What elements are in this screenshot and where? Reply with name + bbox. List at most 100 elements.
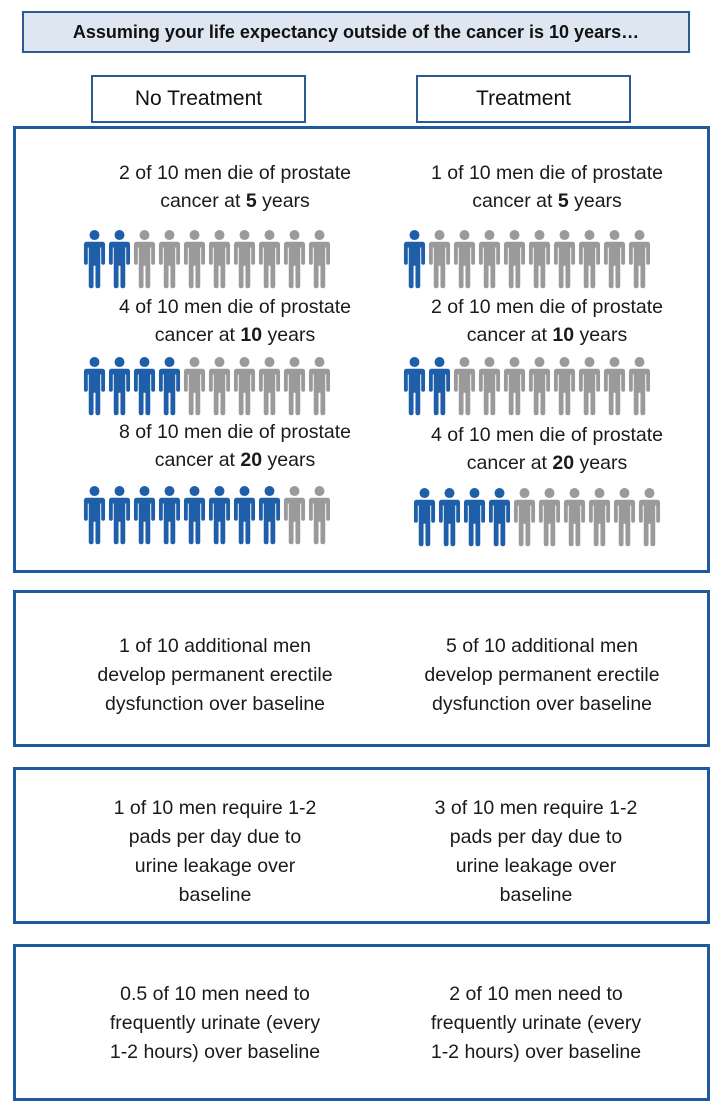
person-icon-died bbox=[488, 488, 511, 547]
caption-line: 2 of 10 men die of prostate bbox=[431, 296, 663, 318]
person-icon-died bbox=[403, 357, 426, 416]
person-icon-survived bbox=[233, 357, 256, 416]
person-icon-survived bbox=[503, 230, 526, 289]
caption-years: 10 bbox=[552, 324, 575, 346]
person-icon-survived bbox=[503, 357, 526, 416]
person-icon-survived bbox=[638, 488, 661, 547]
caption-suffix: years bbox=[262, 449, 316, 471]
person-icon-survived bbox=[208, 230, 231, 289]
caption-line: 4 of 10 men die of prostate bbox=[431, 424, 663, 446]
treatment-20yr-caption: 4 of 10 men die of prostate cancer at 20… bbox=[397, 421, 697, 477]
person-icon-survived bbox=[538, 488, 561, 547]
treatment-5yr-icons bbox=[403, 229, 651, 289]
caption-years: 20 bbox=[240, 449, 263, 471]
text-line: 1 of 10 men require 1-2 bbox=[113, 797, 317, 819]
caption-years: 5 bbox=[245, 190, 257, 212]
caption-suffix: years bbox=[568, 190, 622, 212]
text-line: pads per day due to bbox=[449, 826, 623, 848]
text-line: 3 of 10 men require 1-2 bbox=[434, 797, 638, 819]
text-line: baseline bbox=[178, 884, 252, 906]
person-icon-survived bbox=[308, 357, 331, 416]
person-icon-survived bbox=[628, 230, 651, 289]
person-icon-died bbox=[108, 357, 131, 416]
person-icon-survived bbox=[453, 357, 476, 416]
no-treatment-10yr-caption: 4 of 10 men die of prostate cancer at 10… bbox=[85, 293, 385, 349]
treatment-frequency-text: 2 of 10 men need to frequently urinate (… bbox=[386, 980, 686, 1067]
person-icon-survived bbox=[183, 230, 206, 289]
person-icon-survived bbox=[453, 230, 476, 289]
text-line: urine leakage over bbox=[134, 855, 296, 877]
person-icon-died bbox=[108, 486, 131, 545]
person-icon-died bbox=[183, 486, 206, 545]
person-icon-survived bbox=[528, 357, 551, 416]
caption-prefix: cancer at bbox=[472, 190, 558, 212]
caption-line: 8 of 10 men die of prostate bbox=[119, 421, 351, 443]
person-icon-survived bbox=[603, 230, 626, 289]
person-icon-survived bbox=[478, 230, 501, 289]
person-icon-survived bbox=[208, 357, 231, 416]
person-icon-survived bbox=[283, 357, 306, 416]
person-icon-survived bbox=[578, 230, 601, 289]
treatment-leakage-text: 3 of 10 men require 1-2 pads per day due… bbox=[386, 794, 686, 910]
no-treatment-frequency-text: 0.5 of 10 men need to frequently urinate… bbox=[65, 980, 365, 1067]
person-icon-died bbox=[83, 486, 106, 545]
text-line: 2 of 10 men need to bbox=[449, 983, 623, 1005]
text-line: dysfunction over baseline bbox=[104, 693, 326, 715]
text-line: 1-2 hours) over baseline bbox=[109, 1041, 321, 1063]
person-icon-survived bbox=[283, 486, 306, 545]
assumption-banner: Assuming your life expectancy outside of… bbox=[22, 11, 690, 53]
person-icon-survived bbox=[513, 488, 536, 547]
person-icon-died bbox=[463, 488, 486, 547]
text-line: 5 of 10 additional men bbox=[446, 635, 638, 657]
no-treatment-5yr-caption: 2 of 10 men die of prostate cancer at 5 … bbox=[85, 159, 385, 215]
treatment-10yr-icons bbox=[403, 356, 651, 416]
treatment-header: Treatment bbox=[416, 75, 631, 123]
text-line: dysfunction over baseline bbox=[431, 693, 653, 715]
person-icon-died bbox=[158, 486, 181, 545]
person-icon-survived bbox=[308, 486, 331, 545]
no-treatment-header: No Treatment bbox=[91, 75, 306, 123]
person-icon-survived bbox=[603, 357, 626, 416]
person-icon-survived bbox=[588, 488, 611, 547]
person-icon-died bbox=[403, 230, 426, 289]
no-treatment-erectile-text: 1 of 10 additional men develop permanent… bbox=[65, 632, 365, 719]
caption-suffix: years bbox=[574, 452, 628, 474]
person-icon-survived bbox=[553, 357, 576, 416]
no-treatment-10yr-icons bbox=[83, 356, 331, 416]
person-icon-died bbox=[233, 486, 256, 545]
person-icon-died bbox=[108, 230, 131, 289]
person-icon-died bbox=[428, 357, 451, 416]
person-icon-survived bbox=[613, 488, 636, 547]
person-icon-survived bbox=[158, 230, 181, 289]
caption-prefix: cancer at bbox=[154, 449, 241, 471]
person-icon-survived bbox=[183, 357, 206, 416]
caption-prefix: cancer at bbox=[160, 190, 246, 212]
text-line: frequently urinate (every bbox=[430, 1012, 642, 1034]
caption-line: 4 of 10 men die of prostate bbox=[119, 296, 351, 318]
caption-suffix: years bbox=[262, 324, 316, 346]
person-icon-survived bbox=[258, 230, 281, 289]
no-treatment-20yr-icons bbox=[83, 485, 331, 545]
mortality-panel: 2 of 10 men die of prostate cancer at 5 … bbox=[13, 126, 710, 573]
person-icon-survived bbox=[553, 230, 576, 289]
text-line: urine leakage over bbox=[455, 855, 617, 877]
person-icon-died bbox=[83, 357, 106, 416]
person-icon-died bbox=[413, 488, 436, 547]
text-line: pads per day due to bbox=[128, 826, 302, 848]
caption-line: 1 of 10 men die of prostate bbox=[431, 162, 663, 184]
person-icon-survived bbox=[528, 230, 551, 289]
text-line: develop permanent erectile bbox=[97, 664, 333, 686]
urine-leakage-panel: 1 of 10 men require 1-2 pads per day due… bbox=[13, 767, 710, 924]
caption-line: 2 of 10 men die of prostate bbox=[119, 162, 351, 184]
person-icon-survived bbox=[478, 357, 501, 416]
person-icon-survived bbox=[283, 230, 306, 289]
no-treatment-leakage-text: 1 of 10 men require 1-2 pads per day due… bbox=[65, 794, 365, 910]
person-icon-survived bbox=[133, 230, 156, 289]
treatment-erectile-text: 5 of 10 additional men develop permanent… bbox=[392, 632, 692, 719]
person-icon-died bbox=[133, 486, 156, 545]
text-line: 1-2 hours) over baseline bbox=[430, 1041, 642, 1063]
erectile-dysfunction-panel: 1 of 10 additional men develop permanent… bbox=[13, 590, 710, 747]
urinary-frequency-panel: 0.5 of 10 men need to frequently urinate… bbox=[13, 944, 710, 1101]
person-icon-died bbox=[83, 230, 106, 289]
treatment-10yr-caption: 2 of 10 men die of prostate cancer at 10… bbox=[397, 293, 697, 349]
